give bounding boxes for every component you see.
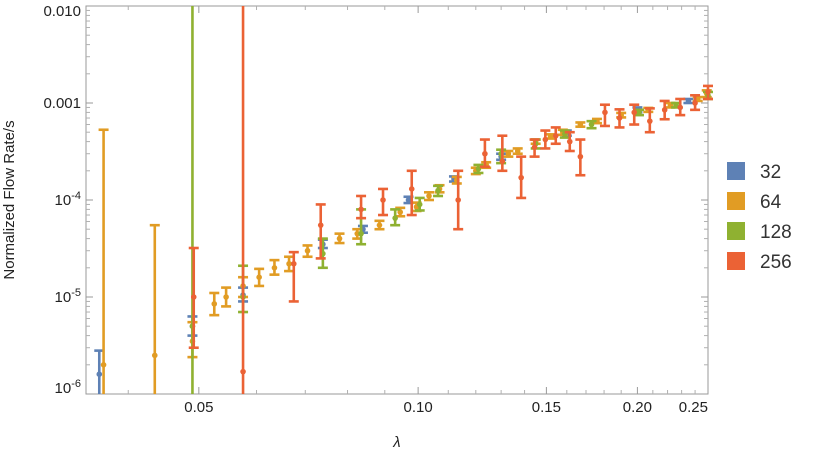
data-point [100, 362, 107, 368]
y-tick-label: 10-6 [55, 378, 81, 397]
data-point [616, 115, 623, 121]
y-tick-exponent: -4 [71, 190, 81, 202]
y-tick-label: 10-5 [55, 287, 81, 306]
data-point [547, 133, 554, 140]
y-tick-base: 10 [55, 289, 72, 306]
legend-swatch-128 [727, 222, 745, 240]
data-point [602, 109, 608, 116]
data-point [514, 148, 521, 154]
data-point [380, 197, 386, 203]
data-point [426, 193, 432, 199]
x-tick-label: 0.10 [404, 399, 433, 416]
legend-swatch-32 [727, 162, 745, 180]
data-point [211, 301, 218, 307]
data-series [94, 6, 713, 394]
data-point [647, 118, 653, 124]
data-point [499, 158, 506, 165]
data-point [223, 294, 229, 300]
legend-swatch-256 [727, 252, 745, 270]
data-point [317, 222, 324, 228]
data-point [518, 174, 524, 181]
data-point [271, 265, 278, 271]
series-128 [189, 6, 713, 394]
y-tick-exponent: -5 [71, 287, 81, 299]
data-point [661, 107, 668, 113]
y-tick-base: 10 [55, 380, 72, 397]
data-point [408, 186, 415, 192]
y-tick-label: 0.001 [43, 95, 81, 112]
data-point [673, 102, 679, 108]
data-point [542, 136, 549, 143]
data-point [96, 371, 103, 378]
data-point [455, 197, 461, 203]
legend-label-32: 32 [760, 162, 781, 183]
data-point [588, 121, 595, 128]
data-point [475, 165, 482, 172]
y-tick-label: 0.010 [43, 3, 81, 20]
data-point [304, 247, 311, 254]
x-axis-title: λ [392, 434, 400, 451]
data-point [376, 222, 383, 228]
data-point [577, 153, 584, 160]
data-point [685, 98, 692, 104]
data-point [286, 260, 292, 267]
data-point [336, 235, 343, 242]
data-point [482, 150, 488, 157]
data-point [392, 215, 398, 221]
data-point [358, 206, 364, 213]
data-point [566, 138, 573, 145]
legend-swatch-64 [727, 192, 745, 210]
data-point [397, 209, 404, 215]
data-point [692, 100, 698, 106]
data-point [405, 197, 412, 203]
data-point [290, 260, 297, 267]
data-point [416, 201, 423, 208]
legend-label-256: 256 [760, 252, 792, 273]
y-tick-label: 10-4 [55, 190, 81, 209]
data-point [552, 132, 559, 139]
y-tick-exponent: -6 [71, 378, 81, 390]
x-tick-label: 0.05 [184, 399, 213, 416]
series-32 [94, 97, 694, 394]
data-point [577, 121, 584, 128]
data-point [435, 187, 441, 194]
data-point [240, 368, 246, 375]
data-point [151, 352, 158, 359]
data-point [594, 118, 600, 124]
series-256 [188, 6, 713, 394]
x-tick-label: 0.20 [623, 399, 652, 416]
legend-label-128: 128 [760, 222, 792, 243]
data-point [677, 104, 684, 111]
data-point [505, 150, 512, 157]
x-tick-label: 0.25 [679, 399, 708, 416]
axis-ticks: 0.05 0.10 0.15 0.20 0.2510-610-510-40.0010.0… [43, 3, 709, 416]
data-point [256, 274, 262, 281]
y-tick-base: 10 [55, 192, 72, 209]
x-tick-label: 0.15 [532, 399, 561, 416]
legend: 32 64 128 256 [727, 162, 792, 273]
data-point [631, 109, 638, 116]
plot-frame [85, 5, 709, 395]
y-axis-title: Normalized Flow Rate/s [1, 120, 18, 279]
legend-label-64: 64 [760, 192, 782, 213]
data-point [190, 294, 197, 300]
data-point [531, 144, 538, 151]
data-point [636, 109, 642, 116]
data-point [358, 230, 364, 237]
data-point [705, 89, 711, 95]
